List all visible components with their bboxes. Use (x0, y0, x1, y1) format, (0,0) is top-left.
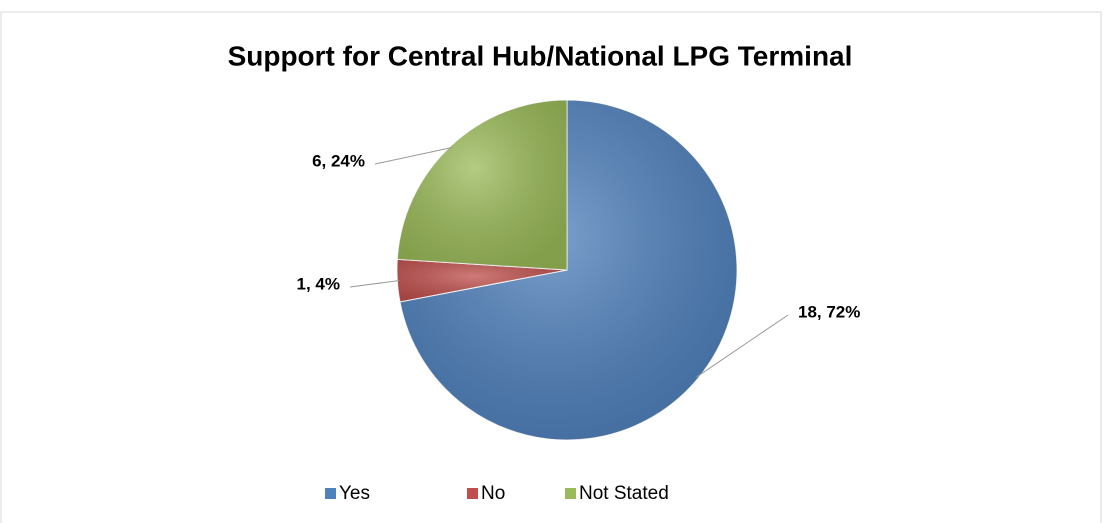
data-label: 1, 4% (297, 274, 340, 293)
legend-swatch (565, 488, 576, 499)
pie-shade (397, 259, 567, 302)
leader-line (374, 147, 453, 165)
leader-line (696, 314, 789, 378)
legend-swatch (325, 488, 336, 499)
pie-shade (397, 100, 567, 270)
legend-label: Not Stated (579, 483, 669, 504)
data-label: 18, 72% (798, 302, 860, 321)
legend-label: Yes (339, 483, 370, 504)
leader-line (349, 280, 400, 288)
legend-label: No (481, 483, 505, 504)
legend-swatch (467, 488, 478, 499)
pie-shade (400, 100, 737, 441)
chart-title: Support for Central Hub/National LPG Ter… (228, 40, 853, 71)
data-label: 6, 24% (312, 151, 365, 170)
